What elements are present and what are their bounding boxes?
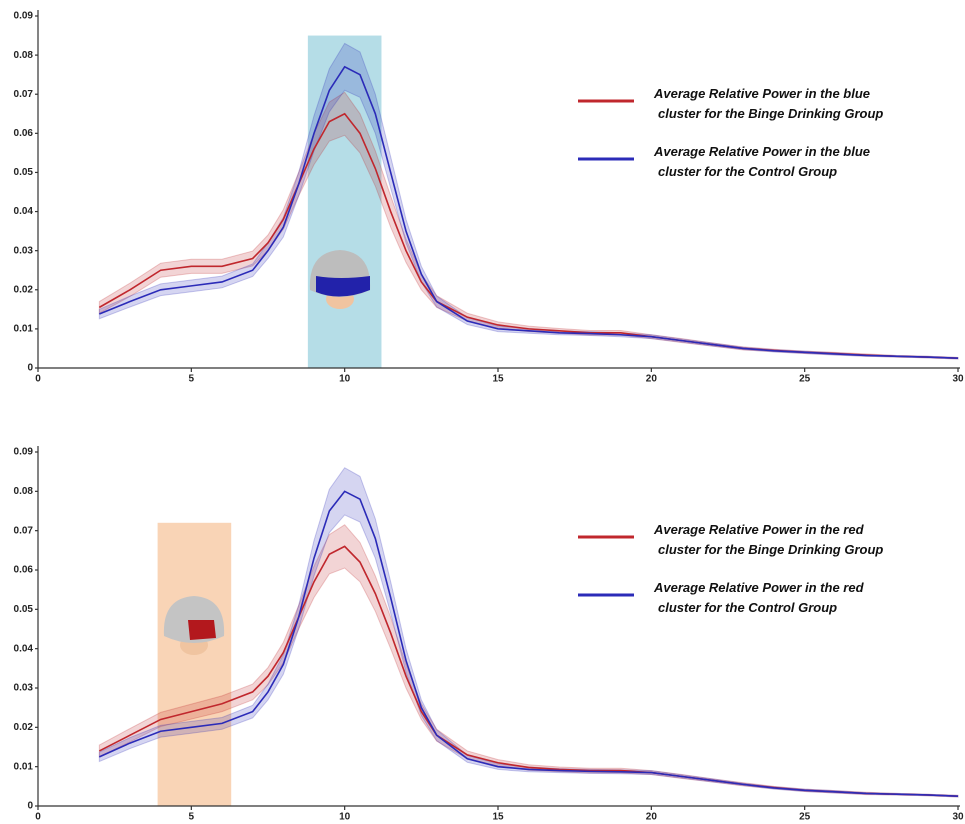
- y-tick-label: 0: [27, 801, 33, 812]
- y-tick-label: 0.06: [14, 128, 34, 139]
- series-line: [99, 65, 959, 360]
- x-tick-label: 0: [35, 812, 41, 823]
- x-tick-label: 20: [646, 812, 658, 823]
- highlight-band: [157, 522, 232, 806]
- x-tick-label: 30: [952, 812, 964, 823]
- head-icon: [309, 250, 371, 309]
- y-tick-label: 0.07: [14, 525, 34, 536]
- legend-label: Average Relative Power in the blue clust…: [653, 144, 874, 179]
- y-tick-label: 0.02: [14, 722, 34, 733]
- x-tick-label: 20: [646, 374, 658, 385]
- x-tick-label: 15: [492, 812, 504, 823]
- y-tick-label: 0.07: [14, 89, 34, 100]
- error-band: [98, 524, 959, 798]
- legend-label: Average Relative Power in the red cluste…: [653, 580, 867, 615]
- x-tick-label: 25: [799, 374, 811, 385]
- y-tick-label: 0.06: [14, 565, 34, 576]
- y-tick-label: 0.08: [14, 486, 34, 497]
- x-tick-label: 30: [952, 374, 964, 385]
- x-tick-label: 5: [189, 374, 195, 385]
- highlight-band: [307, 35, 382, 369]
- y-tick-label: 0.04: [14, 643, 34, 654]
- y-tick-label: 0.02: [14, 284, 34, 295]
- legend-label: Average Relative Power in the blue clust…: [653, 86, 883, 121]
- y-tick-label: 0.09: [14, 11, 34, 22]
- background-layer: [157, 35, 382, 806]
- x-tick-label: 25: [799, 812, 811, 823]
- y-tick-label: 0.08: [14, 50, 34, 61]
- x-tick-label: 10: [339, 812, 351, 823]
- error-band: [98, 467, 959, 798]
- y-tick-label: 0.03: [14, 683, 34, 694]
- head-icons: [163, 250, 371, 655]
- series-line: [99, 490, 959, 797]
- x-tick-label: 10: [339, 374, 351, 385]
- y-tick-label: 0.05: [14, 167, 34, 178]
- x-tick-label: 5: [189, 812, 195, 823]
- y-tick-label: 0.03: [14, 245, 34, 256]
- y-tick-label: 0.01: [14, 761, 34, 772]
- y-tick-label: 0.04: [14, 206, 34, 217]
- legend-label: Average Relative Power in the red cluste…: [653, 522, 883, 557]
- error-band: [98, 91, 959, 360]
- x-tick-label: 0: [35, 374, 41, 385]
- y-tick-label: 0: [27, 363, 33, 374]
- y-tick-label: 0.09: [14, 447, 34, 458]
- head-icon: [163, 596, 225, 655]
- error-band: [98, 42, 959, 360]
- x-tick-label: 15: [492, 374, 504, 385]
- y-tick-label: 0.01: [14, 324, 34, 335]
- y-tick-label: 0.05: [14, 604, 34, 615]
